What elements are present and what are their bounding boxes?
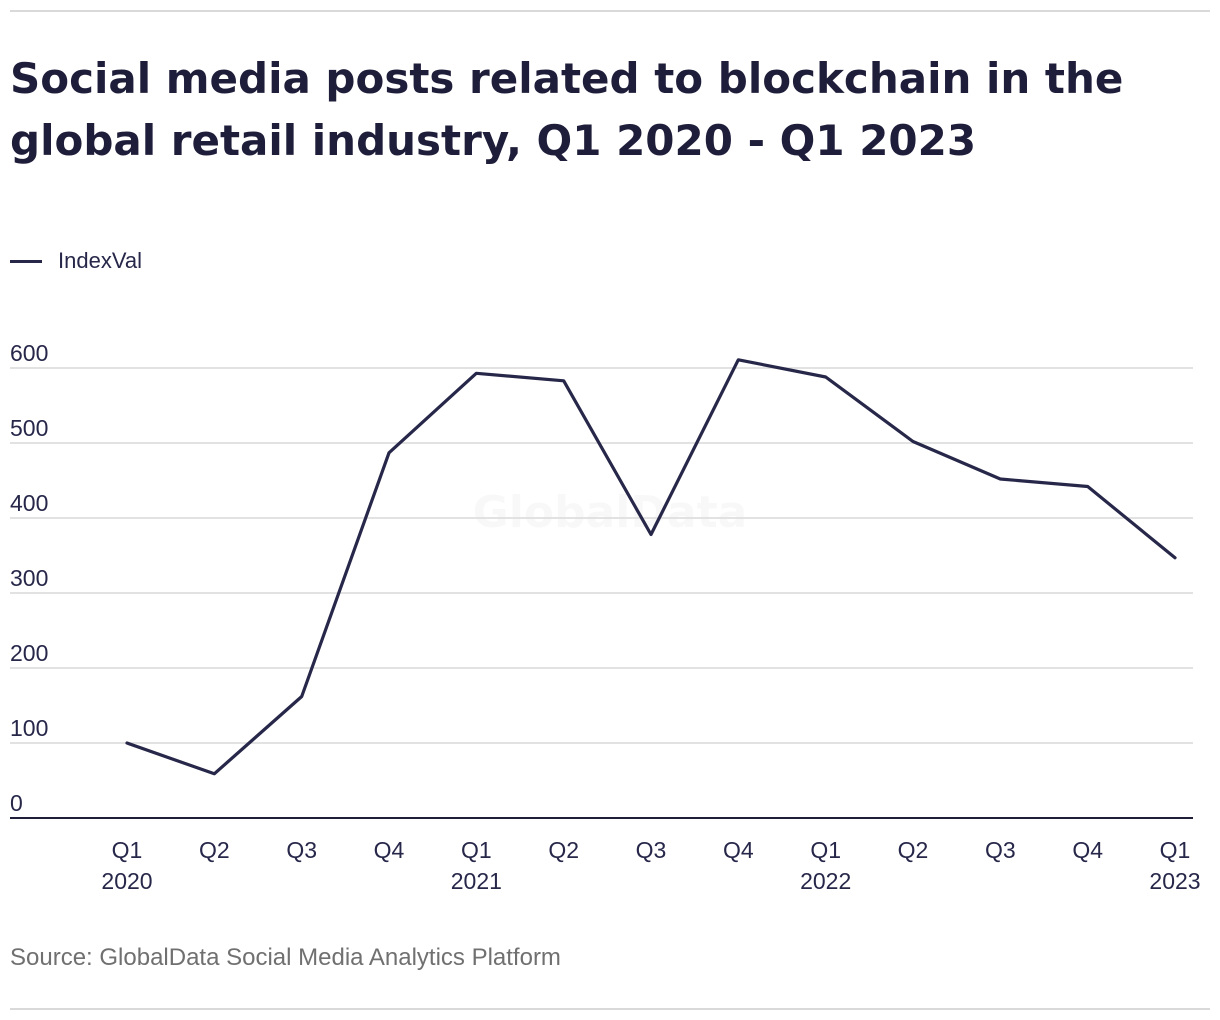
chart-title: Social media posts related to blockchain…	[10, 54, 1124, 165]
source-note: Source: GlobalData Social Media Analytic…	[10, 944, 561, 971]
series-line	[125, 358, 1177, 776]
bottom-divider	[10, 1008, 1210, 1010]
x-tick-label: Q1 2020	[101, 837, 152, 894]
y-tick-label: 600	[10, 340, 48, 366]
top-divider	[10, 10, 1210, 12]
x-tick-label: Q2	[898, 837, 929, 863]
x-tick-label: Q4	[374, 837, 405, 863]
x-tick-label: Q1 2023	[1149, 837, 1200, 894]
y-tick-label: 100	[10, 715, 48, 741]
x-tick-label: Q1 2021	[451, 837, 502, 894]
y-tick-label: 500	[10, 415, 48, 441]
y-tick-label: 400	[10, 490, 48, 516]
watermark: GlobalData	[473, 487, 748, 538]
x-tick-label: Q2	[199, 837, 230, 863]
x-tick-label: Q3	[985, 837, 1016, 863]
y-tick-label: 300	[10, 565, 48, 591]
x-tick-label: Q2	[548, 837, 579, 863]
x-tick-label: Q4	[723, 837, 754, 863]
x-tick-label: Q1 2022	[800, 837, 851, 894]
x-tick-label: Q3	[286, 837, 317, 863]
legend-swatch	[10, 259, 42, 263]
y-tick-label: 200	[10, 640, 48, 666]
x-tick-label: Q3	[636, 837, 667, 863]
x-tick-label: Q4	[1072, 837, 1103, 863]
legend-label: IndexVal	[58, 248, 142, 273]
y-tick-label: 0	[10, 790, 23, 816]
legend: IndexVal	[10, 248, 142, 274]
